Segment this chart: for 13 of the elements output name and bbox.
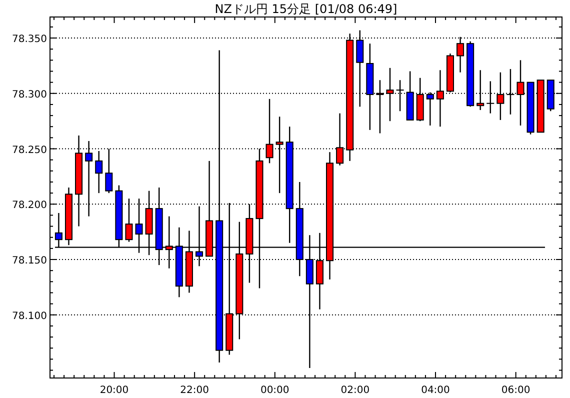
chart-title: NZドル円 15分足 [01/08 06:49] [214, 2, 398, 16]
x-tick-label: 06:00 [501, 385, 530, 396]
y-tick-label: 78.100 [12, 310, 47, 322]
y-tick-label: 78.150 [12, 256, 47, 267]
y-tick-label: 78.250 [12, 144, 47, 156]
x-tick-label: 00:00 [260, 385, 290, 396]
y-tick-label: 78.350 [12, 34, 47, 46]
x-tick-label: 04:00 [421, 385, 450, 396]
y-tick-label: 78.200 [12, 200, 47, 212]
x-tick-label: 02:00 [340, 385, 370, 396]
x-tick-label: 22:00 [180, 385, 209, 396]
x-tick-label: 20:00 [100, 385, 129, 396]
y-tick-label: 78.300 [12, 89, 47, 100]
